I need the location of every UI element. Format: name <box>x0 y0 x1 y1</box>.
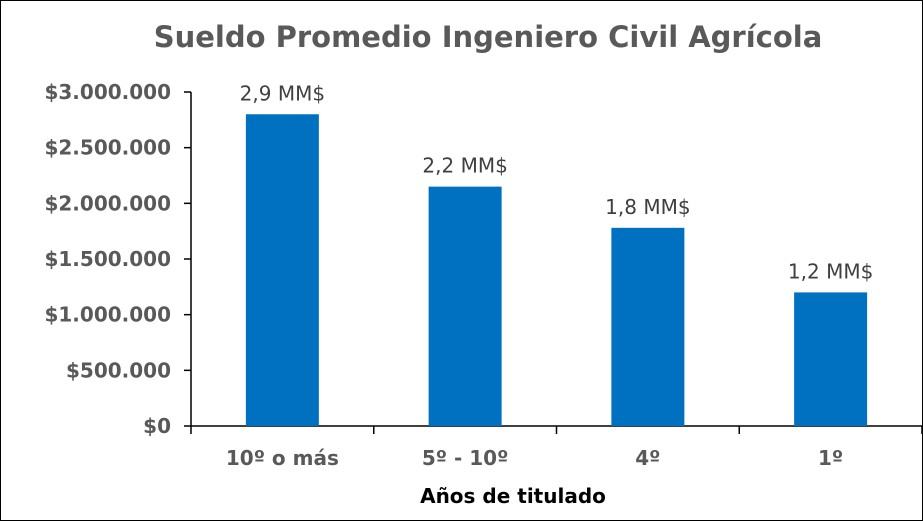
data-label: 2,9 MM$ <box>240 81 325 105</box>
x-tick-label: 10º o más <box>226 446 339 470</box>
y-tick-label: $1.500.000 <box>44 247 171 271</box>
bars <box>245 114 868 427</box>
y-tick-label: $500.000 <box>66 358 171 382</box>
chart-title: Sueldo Promedio Ingeniero Civil Agrícola <box>154 20 823 54</box>
x-axis: 10º o más 5º - 10º 4º 1º <box>190 425 922 470</box>
data-label: 1,8 MM$ <box>605 195 690 219</box>
bar <box>794 292 868 426</box>
y-tick-label: $0 <box>143 414 171 438</box>
y-tick-label: $2.500.000 <box>44 136 171 160</box>
y-tick-label: $1.000.000 <box>44 303 171 327</box>
bar <box>428 186 502 426</box>
x-axis-title: Años de titulado <box>420 484 606 508</box>
data-labels: 2,9 MM$ 2,2 MM$ 1,8 MM$ 1,2 MM$ <box>240 81 874 283</box>
x-tick-label: 4º <box>635 446 660 470</box>
x-tick-label: 1º <box>818 446 843 470</box>
x-tick-label: 5º - 10º <box>422 446 509 470</box>
y-tick-label: $2.000.000 <box>44 191 171 215</box>
y-axis: $0 $500.000 $1.000.000 $1.500.000 $2.000.000… <box>44 80 192 438</box>
y-tick-label: $3.000.000 <box>44 80 171 104</box>
bar <box>611 227 685 426</box>
data-label: 1,2 MM$ <box>788 259 873 283</box>
data-label: 2,2 MM$ <box>422 154 507 178</box>
bar <box>245 114 319 427</box>
